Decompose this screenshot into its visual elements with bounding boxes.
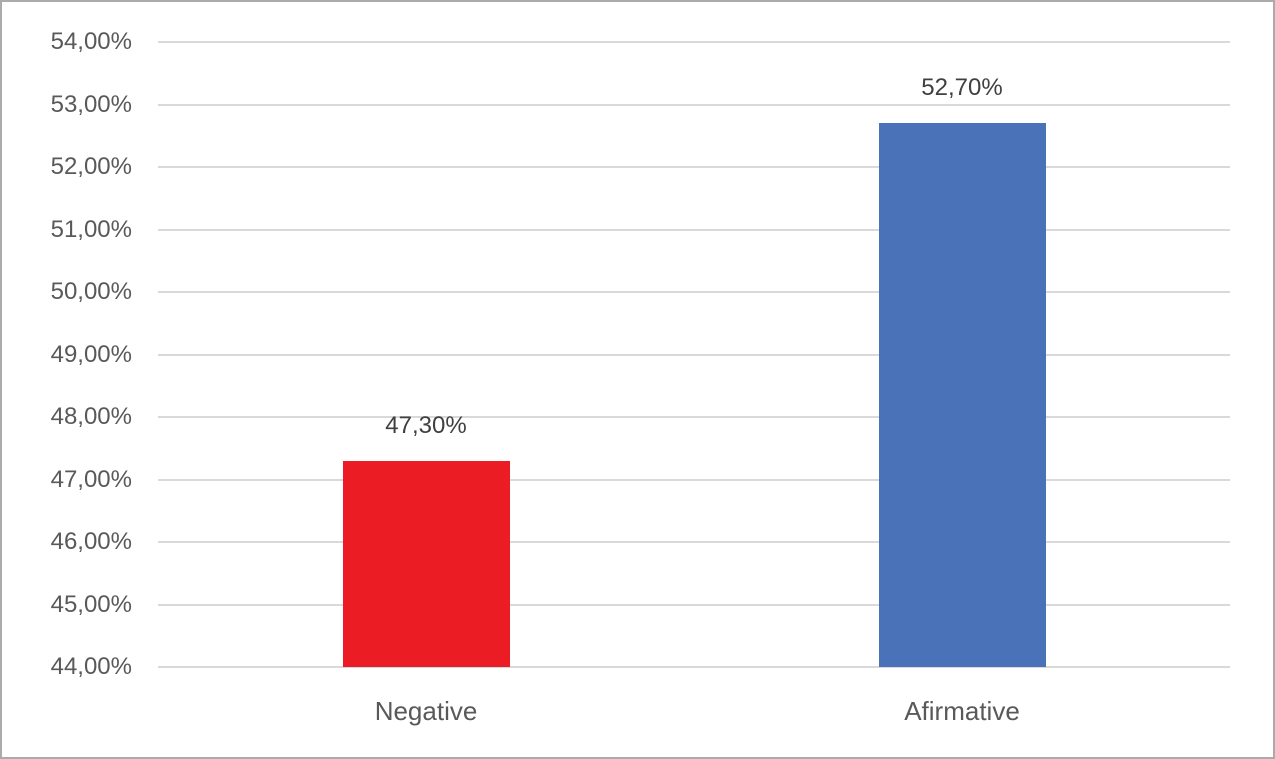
y-axis-tick-label-44: 44,00% bbox=[50, 653, 132, 680]
gridline-47 bbox=[158, 478, 1230, 481]
gridline-44 bbox=[158, 666, 1230, 668]
gridline-48 bbox=[158, 416, 1230, 418]
y-axis-tick-label-46: 46,00% bbox=[50, 528, 132, 555]
y-axis-tick-label-47: 47,00% bbox=[50, 465, 132, 493]
y-axis-tick-label-54: 54,00% bbox=[50, 28, 132, 55]
y-axis-tick-label-45: 45,00% bbox=[50, 590, 132, 618]
data-label-afirmative: 52,70% bbox=[921, 74, 1003, 102]
gridline-50 bbox=[158, 291, 1230, 293]
gridline-46 bbox=[158, 541, 1230, 543]
y-axis-tick-label-49: 49,00% bbox=[50, 340, 132, 368]
y-axis-tick-label-51: 51,00% bbox=[50, 215, 132, 243]
gridline-51 bbox=[158, 228, 1230, 231]
y-axis-tick-label-48: 48,00% bbox=[50, 403, 132, 430]
category-label-negative: Negative bbox=[374, 696, 478, 726]
gridline-45 bbox=[158, 603, 1230, 606]
category-label-afirmative: Afirmative bbox=[904, 696, 1020, 726]
gridline-53 bbox=[158, 103, 1230, 106]
gridline-54 bbox=[158, 41, 1230, 43]
gridline-49 bbox=[158, 353, 1230, 356]
y-axis-tick-label-50: 50,00% bbox=[50, 278, 132, 305]
data-label-negative: 47,30% bbox=[385, 411, 467, 439]
y-axis-tick-label-53: 53,00% bbox=[50, 90, 132, 118]
bar-afirmative bbox=[878, 123, 1046, 667]
y-axis-tick-label-52: 52,00% bbox=[50, 153, 132, 180]
bar-negative bbox=[342, 460, 510, 667]
gridline-52 bbox=[158, 166, 1230, 168]
